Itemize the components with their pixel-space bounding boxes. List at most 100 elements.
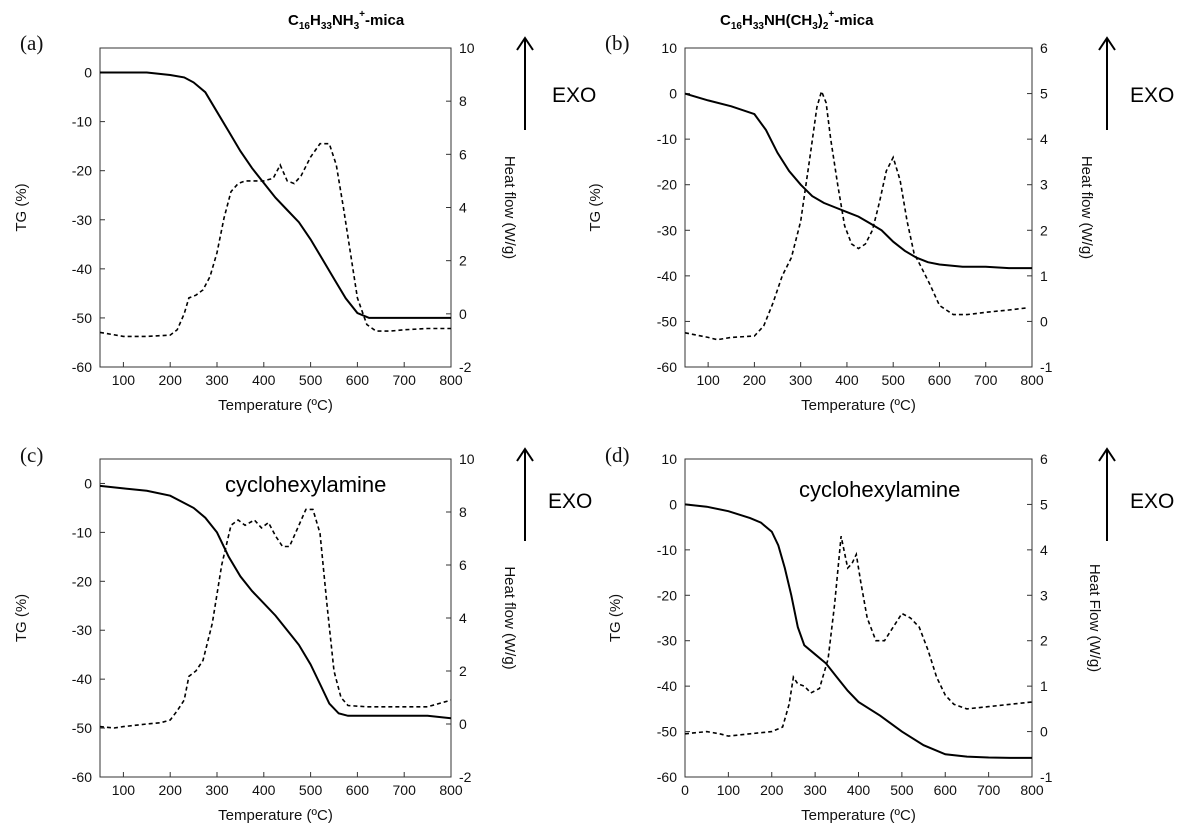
y-tick-label: -30 bbox=[72, 212, 92, 228]
compound-annotation: cyclohexylamine bbox=[225, 472, 386, 497]
x-tick-label: 800 bbox=[439, 372, 463, 388]
x-tick-label: 400 bbox=[252, 782, 276, 798]
y-tick-label: -40 bbox=[72, 261, 92, 277]
x-axis-label: Temperature (ºC) bbox=[218, 807, 333, 824]
y2-tick-label: 3 bbox=[1040, 587, 1048, 603]
y-tick-label: -60 bbox=[72, 769, 92, 785]
panel-d: 0 100 200 300 400 500 600 700 800100-10-20-30-40… bbox=[605, 443, 1174, 824]
heat-flow-curve bbox=[685, 536, 1032, 737]
title-part-tail: -mica bbox=[365, 12, 405, 29]
y-tick-label: -10 bbox=[72, 114, 92, 130]
plot-frame bbox=[99, 47, 452, 368]
title-part-s2: 33 bbox=[321, 21, 333, 32]
x-tick-label: 300 bbox=[205, 782, 229, 798]
panel-b: 100 200 300 400 500 600 700 800100-10-20-30-40-… bbox=[587, 9, 1174, 414]
y-tick-label: -20 bbox=[72, 573, 92, 589]
y-tick-label: -60 bbox=[657, 359, 677, 375]
y2-axis-label: Heat Flow (W/g) bbox=[1086, 564, 1103, 672]
y2-tick-label: 2 bbox=[1040, 633, 1048, 649]
x-tick-label: 300 bbox=[803, 782, 827, 798]
x-tick-label: 100 bbox=[717, 782, 741, 798]
x-tick-label: 300 bbox=[205, 372, 229, 388]
x-tick-label: 100 bbox=[112, 372, 136, 388]
x-tick-label: 700 bbox=[393, 782, 417, 798]
x-tick-label: 200 bbox=[760, 782, 784, 798]
y-tick-label: -10 bbox=[657, 542, 677, 558]
title-part-mid: H bbox=[742, 12, 753, 29]
y2-tick-label: 6 bbox=[459, 146, 467, 162]
y2-tick-label: 5 bbox=[1040, 496, 1048, 512]
y-tick-label: -60 bbox=[72, 359, 92, 375]
panel-title: C16H33NH3+-mica bbox=[288, 9, 405, 32]
y-tick-label: -20 bbox=[657, 177, 677, 193]
y2-axis-label: Heat flow (W/g) bbox=[501, 156, 518, 259]
y2-tick-label: 4 bbox=[1040, 131, 1048, 147]
title-part-s3: 3 bbox=[354, 21, 360, 32]
x-tick-label: 700 bbox=[977, 782, 1001, 798]
x-tick-label: 600 bbox=[346, 782, 370, 798]
y-axis-label: TG (%) bbox=[13, 183, 30, 231]
x-tick-label: 100 bbox=[112, 782, 136, 798]
x-tick-label: 200 bbox=[743, 372, 767, 388]
panel-a: 100 200 300 400 500 600 700 8000-10-20-30-40-50… bbox=[13, 9, 596, 414]
exo-arrow-head bbox=[516, 36, 534, 51]
title-part-mid2: NH(CH bbox=[764, 12, 812, 29]
title-part-s1: 16 bbox=[731, 21, 743, 32]
x-tick-label: 700 bbox=[974, 372, 998, 388]
y2-tick-label: 4 bbox=[459, 610, 467, 626]
plot-frame bbox=[684, 47, 1033, 368]
title-part-base: C bbox=[720, 12, 731, 29]
y2-tick-label: 0 bbox=[1040, 724, 1048, 740]
y-tick-label: -10 bbox=[657, 131, 677, 147]
y-tick-label: -40 bbox=[72, 671, 92, 687]
y2-tick-label: 5 bbox=[1040, 86, 1048, 102]
exo-arrow-head bbox=[1098, 36, 1116, 51]
title-part-mid2: NH bbox=[332, 12, 354, 29]
panel-letter: (d) bbox=[605, 443, 630, 467]
title-part-sup: + bbox=[359, 9, 365, 20]
y2-tick-label: 10 bbox=[459, 451, 475, 467]
y2-axis-label: Heat flow (W/g) bbox=[1078, 156, 1095, 259]
x-tick-label: 400 bbox=[835, 372, 859, 388]
exo-label: EXO bbox=[1130, 490, 1174, 513]
x-axis-label: Temperature (ºC) bbox=[801, 397, 916, 414]
y2-tick-label: 6 bbox=[459, 557, 467, 573]
compound-annotation: cyclohexylamine bbox=[799, 477, 960, 502]
y-tick-label: -40 bbox=[657, 678, 677, 694]
y-tick-label: 0 bbox=[84, 475, 92, 491]
y2-tick-label: -2 bbox=[459, 769, 472, 785]
title-part-s2: 33 bbox=[753, 21, 765, 32]
title-part-mid: H bbox=[310, 12, 321, 29]
y2-tick-label: 4 bbox=[1040, 542, 1048, 558]
y2-tick-label: -1 bbox=[1040, 769, 1053, 785]
exo-label: EXO bbox=[548, 490, 592, 513]
x-tick-label: 200 bbox=[159, 372, 183, 388]
y-tick-label: -50 bbox=[72, 720, 92, 736]
plot-frame bbox=[684, 458, 1033, 778]
title-part-s1: 16 bbox=[299, 21, 311, 32]
y-axis-label: TG (%) bbox=[587, 183, 604, 231]
y2-tick-label: 0 bbox=[1040, 313, 1048, 329]
x-tick-label: 500 bbox=[882, 372, 906, 388]
y2-tick-label: -2 bbox=[459, 359, 472, 375]
title-part-mid3: ) bbox=[818, 12, 823, 29]
y-tick-label: 0 bbox=[669, 496, 677, 512]
y2-tick-label: 4 bbox=[459, 200, 467, 216]
y-tick-label: 10 bbox=[661, 40, 677, 56]
title-part-sup: + bbox=[828, 9, 834, 20]
y-tick-label: 0 bbox=[669, 86, 677, 102]
y-tick-label: -50 bbox=[657, 724, 677, 740]
title-part-s4: 2 bbox=[823, 21, 829, 32]
y-tick-label: -50 bbox=[657, 313, 677, 329]
x-tick-label: 400 bbox=[252, 372, 276, 388]
y-tick-label: -20 bbox=[657, 587, 677, 603]
y-axis-label: TG (%) bbox=[13, 594, 30, 642]
title-part-base: C bbox=[288, 12, 299, 29]
y-tick-label: -30 bbox=[72, 622, 92, 638]
tg-curve bbox=[100, 484, 451, 720]
y-tick-label: -50 bbox=[72, 310, 92, 326]
y2-tick-label: 1 bbox=[1040, 268, 1048, 284]
x-axis-label: Temperature (ºC) bbox=[801, 807, 916, 824]
x-tick-label: 500 bbox=[299, 372, 323, 388]
